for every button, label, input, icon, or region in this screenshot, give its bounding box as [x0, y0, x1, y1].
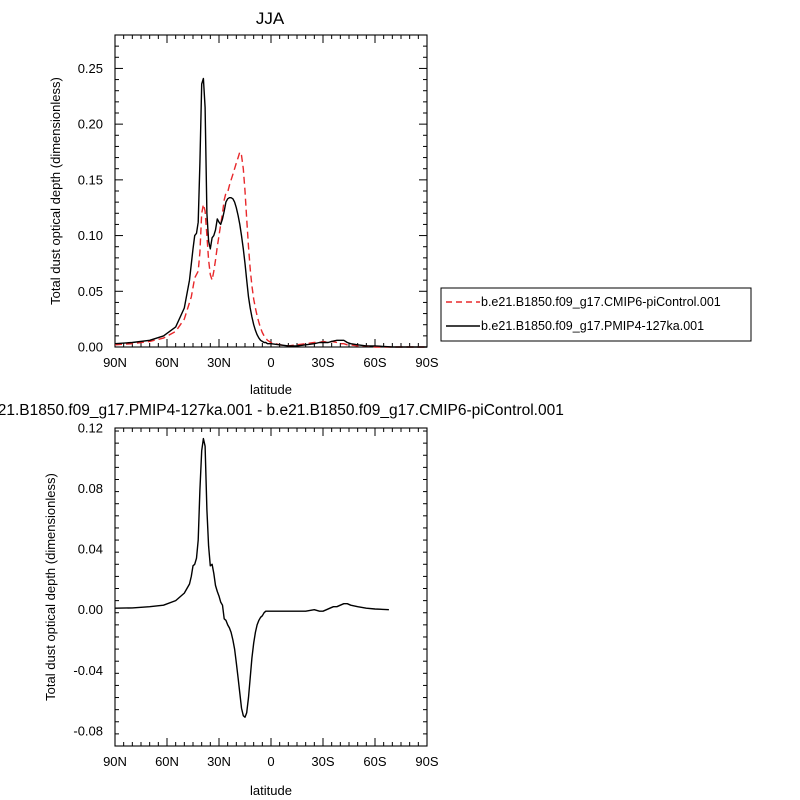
bottom-y-axis-label: Total dust optical depth (dimensionless): [43, 473, 58, 701]
bottom-x-tick-label: 0: [267, 754, 274, 769]
bottom-x-tick-label: 30N: [207, 754, 231, 769]
top-x-tick-label: 90N: [103, 355, 127, 370]
top-x-tick-label: 90S: [415, 355, 438, 370]
bottom-y-tick-label: 0.08: [78, 481, 103, 496]
top-series-line-0: [114, 151, 427, 348]
top-y-tick-label: 0.25: [78, 61, 103, 76]
top-y-tick-label: 0.00: [78, 340, 103, 355]
bottom-y-tick-label: 0.12: [78, 421, 103, 436]
top-x-tick-label: 60N: [155, 355, 179, 370]
top-y-tick-label: 0.20: [78, 117, 103, 132]
top-x-axis-label: latitude: [250, 382, 292, 397]
top-y-axis-label: Total dust optical depth (dimensionless): [48, 77, 63, 305]
legend-box: [440, 287, 752, 342]
bottom-y-tick-label: -0.04: [73, 663, 103, 678]
bottom-x-tick-label: 30S: [311, 754, 334, 769]
bottom-chart-title: b.e21.B1850.f09_g17.PMIP4-127ka.001 - b.…: [0, 402, 564, 419]
top-y-tick-label: 0.10: [78, 228, 103, 243]
bottom-x-tick-label: 90N: [103, 754, 127, 769]
top-x-tick-label: 30N: [207, 355, 231, 370]
top-x-tick-label: 0: [267, 355, 274, 370]
top-plot-frame: [114, 34, 428, 348]
legend-label-127ka: b.e21.B1850.f09_g17.PMIP4-127ka.001: [481, 319, 704, 333]
top-series-line-1: [114, 77, 427, 348]
bottom-y-tick-label: 0.04: [78, 542, 103, 557]
top-chart-title: JJA: [256, 9, 285, 28]
top-y-tick-label: 0.15: [78, 172, 103, 187]
bottom-panel: b.e21.B1850.f09_g17.PMIP4-127ka.001 - b.…: [0, 402, 564, 798]
top-x-tick-label: 60S: [363, 355, 386, 370]
bottom-x-tick-label: 60S: [363, 754, 386, 769]
bottom-x-tick-label: 60N: [155, 754, 179, 769]
top-y-tick-label: 0.05: [78, 284, 103, 299]
bottom-y-tick-label: -0.08: [73, 723, 103, 738]
legend-label-piControl: b.e21.B1850.f09_g17.CMIP6-piControl.001: [481, 295, 721, 309]
bottom-y-tick-label: 0.00: [78, 602, 103, 617]
top-x-tick-label: 30S: [311, 355, 334, 370]
bottom-plot-frame: [114, 427, 428, 747]
legend: b.e21.B1850.f09_g17.CMIP6-piControl.001 …: [440, 287, 752, 342]
bottom-x-tick-label: 90S: [415, 754, 438, 769]
bottom-x-axis-label: latitude: [250, 783, 292, 798]
bottom-series-line-0: [114, 437, 389, 718]
top-panel: JJA 90N 60N 30N 0 30S 60S 90S 0.00 0.05 0.10 0.15 0…: [48, 9, 752, 397]
